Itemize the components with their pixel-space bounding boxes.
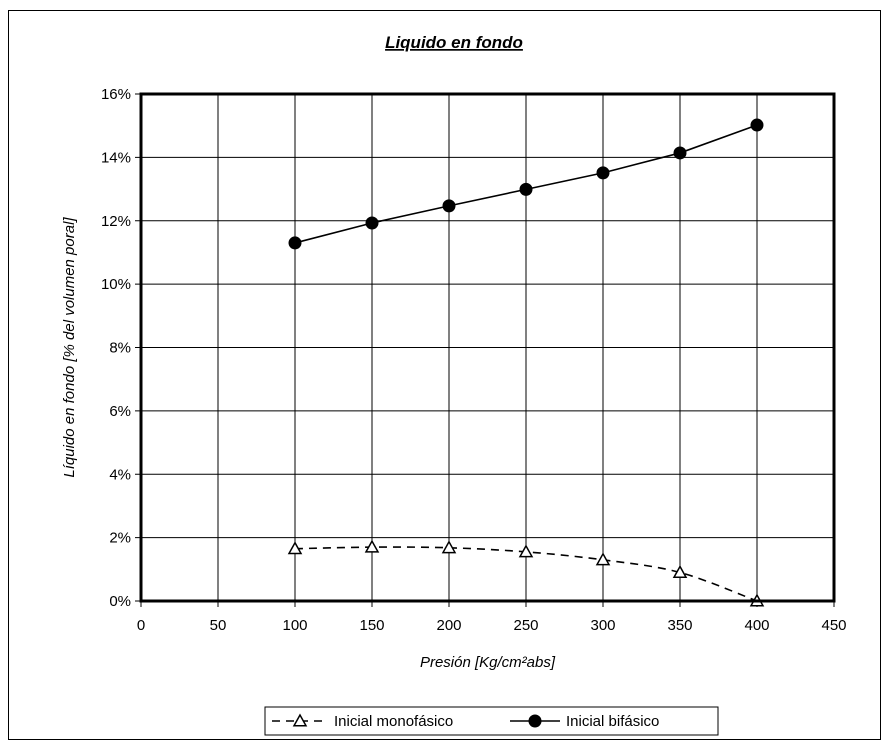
x-tick-label: 200 xyxy=(436,617,461,634)
y-tick-label: 8% xyxy=(109,340,131,357)
y-tick-label: 0% xyxy=(109,593,131,610)
legend: Inicial monofásico Inicial bifásico xyxy=(264,706,719,736)
plot-area-border xyxy=(139,92,836,603)
triangle-marker xyxy=(595,552,611,566)
y-tick-label: 12% xyxy=(101,213,131,230)
x-tick-label: 400 xyxy=(744,617,769,634)
circle-marker xyxy=(596,166,610,180)
x-tick-label: 300 xyxy=(590,617,615,634)
y-tick-label: 16% xyxy=(101,86,131,103)
x-tick-label: 350 xyxy=(667,617,692,634)
triangle-marker xyxy=(287,541,303,555)
circle-marker xyxy=(365,216,379,230)
y-axis-label: Líquido en fondo [% del volumen poral] xyxy=(61,217,78,478)
y-tick-label: 2% xyxy=(109,530,131,547)
x-tick-label: 50 xyxy=(210,617,227,634)
x-tick-label: 250 xyxy=(513,617,538,634)
y-tick-label: 10% xyxy=(101,276,131,293)
circle-marker xyxy=(288,236,302,250)
y-tick-labels: 0% 2% 4% 6% 8% 10% 12% 14% 16% xyxy=(101,86,141,610)
x-axis-label: Presión [Kg/cm²abs] xyxy=(420,654,556,671)
series-bifasico xyxy=(288,118,764,250)
circle-marker xyxy=(673,146,687,160)
x-tick-label: 150 xyxy=(359,617,384,634)
chart-title: Liquido en fondo xyxy=(385,33,523,52)
triangle-marker xyxy=(518,544,534,558)
triangle-marker xyxy=(672,564,688,579)
legend-label: Inicial bifásico xyxy=(566,713,659,730)
x-tick-label: 450 xyxy=(821,617,846,634)
grid-lines xyxy=(140,93,835,602)
circle-marker xyxy=(519,182,533,196)
x-tick-labels: 0 50 100 150 200 250 300 350 400 450 xyxy=(137,601,847,634)
triangle-marker xyxy=(364,539,380,553)
triangle-marker xyxy=(441,540,457,554)
chart-frame xyxy=(8,10,881,740)
y-tick-label: 14% xyxy=(101,149,131,166)
circle-marker xyxy=(528,714,542,728)
legend-box xyxy=(264,706,719,736)
y-tick-label: 6% xyxy=(109,403,131,420)
legend-label: Inicial monofásico xyxy=(334,713,453,730)
y-tick-label: 4% xyxy=(109,466,131,483)
series-layer xyxy=(287,118,765,607)
circle-marker xyxy=(750,118,764,132)
circle-marker xyxy=(442,199,456,213)
triangle-marker xyxy=(292,713,308,727)
legend-items: Inicial monofásico Inicial bifásico xyxy=(272,713,659,730)
x-tick-label: 100 xyxy=(282,617,307,634)
x-tick-label: 0 xyxy=(137,617,145,634)
